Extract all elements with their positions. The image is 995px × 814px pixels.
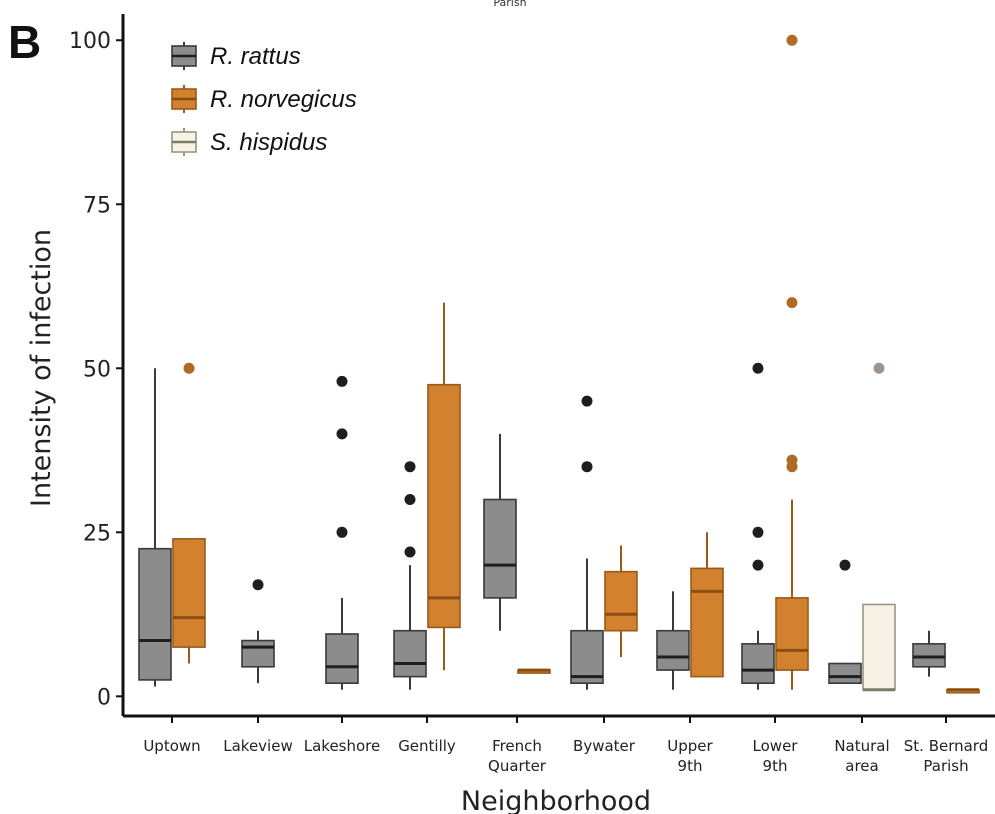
x-tick-label-lower9: Lower — [753, 737, 799, 755]
x-axis-title: Neighborhood — [461, 786, 651, 814]
box-body — [325, 633, 359, 684]
x-tick-label-natural: Natural — [834, 737, 889, 755]
x-tick-label-lakeview: Lakeview — [223, 737, 292, 755]
legend-key-s-hispidus — [171, 128, 197, 156]
x-tick-label-stbernard: Parish — [923, 757, 968, 775]
y-axis-ticks: 0 25 50 75 100 — [69, 29, 123, 710]
top-fragment-text: Parish — [493, 0, 526, 9]
box-body — [570, 629, 604, 684]
x-tick-label-uptown: Uptown — [143, 737, 200, 755]
outlier-point — [581, 395, 593, 407]
x-tick-label-gentilly: Gentilly — [398, 737, 456, 755]
box-body — [828, 662, 862, 684]
x-axis-ticks: Uptown Lakeview Lakeshore Gentilly French Qua… — [143, 716, 988, 775]
legend-key-r-rattus — [171, 42, 197, 70]
outlier-point — [404, 546, 416, 558]
box-gentilly-r-norvegicus — [427, 302, 461, 671]
box-body — [427, 383, 461, 629]
box-uptown-r-norvegicus — [172, 362, 206, 664]
legend-label-r-norvegicus: R. norvegicus — [210, 86, 357, 113]
x-tick-label-natural: area — [845, 757, 878, 775]
legend-key-r-norvegicus — [171, 85, 197, 113]
box-stbernard-r-rattus — [912, 630, 946, 677]
box-body — [604, 570, 638, 632]
box-body — [483, 498, 517, 599]
box-gentilly-r-rattus — [393, 461, 427, 690]
outlier-point — [336, 428, 348, 440]
outlier-point — [752, 526, 764, 538]
box-french-r-rattus — [483, 433, 517, 631]
outlier-point — [873, 362, 885, 374]
legend: R. rattus R. norvegicus S. hispidus — [171, 42, 357, 156]
box-body — [775, 597, 809, 671]
y-axis-title: Intensity of infection — [26, 229, 57, 507]
box-body — [690, 567, 724, 678]
outlier-point — [581, 461, 593, 473]
box-body — [912, 643, 946, 668]
legend-label-r-rattus: R. rattus — [210, 43, 301, 70]
box-body — [393, 629, 427, 678]
x-tick-label-french: Quarter — [488, 757, 547, 775]
box-uptown-r-rattus — [138, 368, 172, 687]
y-tick-label: 25 — [83, 521, 111, 546]
x-tick-label-stbernard: St. Bernard — [904, 737, 989, 755]
y-tick-label: 100 — [69, 29, 111, 54]
box-lower9-r-rattus — [741, 362, 775, 690]
box-bywater-r-norvegicus — [604, 545, 638, 657]
outlier-point — [786, 34, 798, 46]
x-tick-label-bywater: Bywater — [573, 737, 636, 755]
box-body — [172, 538, 206, 648]
x-tick-label-lakeshore: Lakeshore — [304, 737, 381, 755]
box-body — [241, 639, 275, 668]
x-tick-label-lower9: 9th — [763, 757, 788, 775]
box-lower9-r-norvegicus — [775, 34, 809, 690]
outlier-point — [404, 461, 416, 473]
x-tick-label-french: French — [492, 737, 542, 755]
box-body — [656, 629, 690, 671]
box-lakeshore-r-rattus — [325, 375, 359, 690]
box-bywater-r-rattus — [570, 395, 604, 690]
box-body — [862, 603, 896, 691]
outlier-point — [183, 362, 195, 374]
outlier-point — [786, 297, 798, 309]
panel-label: B — [8, 16, 41, 68]
box-upper9-r-rattus — [656, 591, 690, 690]
outlier-point — [752, 362, 764, 374]
outlier-point — [336, 526, 348, 538]
box-body — [741, 643, 775, 684]
outlier-point — [752, 559, 764, 571]
y-tick-label: 50 — [83, 357, 111, 382]
y-tick-label: 0 — [97, 685, 111, 710]
y-tick-label: 75 — [83, 193, 111, 218]
x-tick-label-upper9: Upper — [667, 737, 713, 755]
outlier-point — [786, 454, 798, 466]
legend-label-s-hispidus: S. hispidus — [210, 129, 327, 156]
x-tick-label-upper9: 9th — [678, 757, 703, 775]
box-natural-s-hispidus — [862, 362, 896, 692]
outlier-point — [839, 559, 851, 571]
outlier-point — [252, 579, 264, 591]
box-upper9-r-norvegicus — [690, 532, 724, 678]
box-stbernard-r-norvegicus — [946, 688, 980, 694]
box-french-r-norvegicus — [517, 668, 551, 674]
box-lakeview-r-rattus — [241, 579, 275, 684]
plot-area — [138, 34, 980, 694]
outlier-point — [336, 375, 348, 387]
outlier-point — [404, 493, 416, 505]
box-natural-r-rattus — [828, 559, 862, 684]
box-body — [138, 547, 172, 681]
